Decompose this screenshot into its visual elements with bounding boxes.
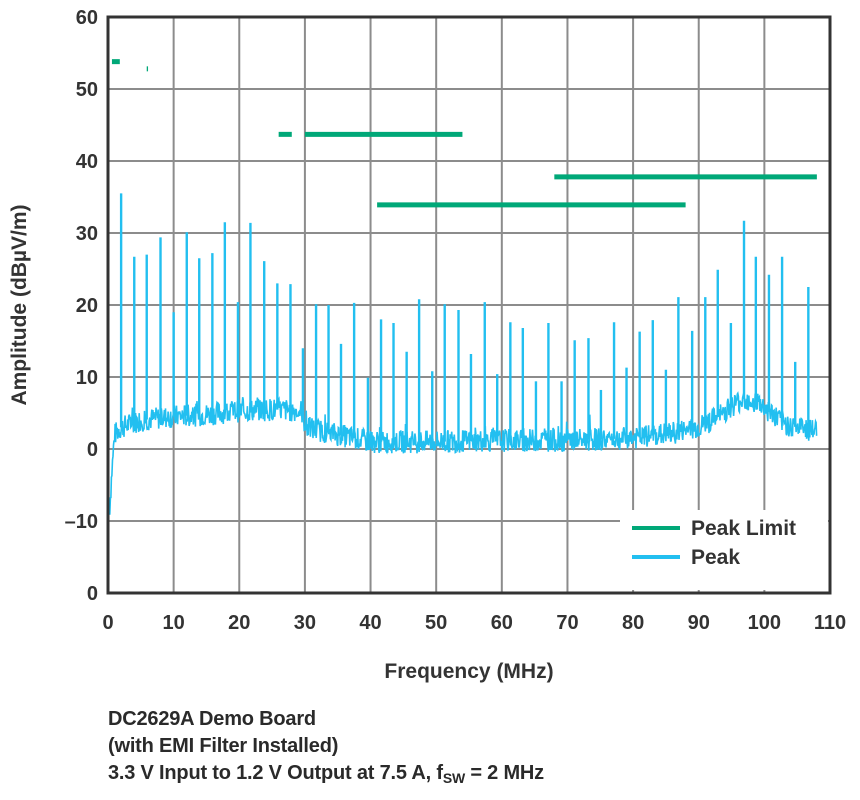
y-axis-label: Amplitude (dBµV/m) bbox=[8, 204, 31, 405]
x-tick-label: 10 bbox=[163, 612, 185, 634]
y-tick-label: 60 bbox=[76, 7, 98, 29]
y-tick-label: 40 bbox=[76, 151, 98, 173]
peak-spikes bbox=[119, 193, 810, 442]
x-tick-label: 40 bbox=[359, 612, 381, 634]
y-tick-label: –10 bbox=[65, 511, 98, 533]
figure-caption: DC2629A Demo Board (with EMI Filter Inst… bbox=[108, 706, 544, 787]
legend-label-peak: Peak bbox=[691, 546, 740, 569]
y-tick-label: 0 bbox=[87, 439, 98, 461]
x-tick-label: 30 bbox=[294, 612, 316, 634]
caption-line-3-main: 3.3 V Input to 1.2 V Output at 7.5 A, f bbox=[108, 762, 443, 784]
y-tick-label: 50 bbox=[76, 79, 98, 101]
x-tick-label: 0 bbox=[102, 612, 113, 634]
x-tick-label: 70 bbox=[556, 612, 578, 634]
legend: Peak Limit Peak bbox=[620, 510, 828, 590]
y-tick-label: 30 bbox=[76, 223, 98, 245]
peak-limit-lines bbox=[111, 59, 817, 208]
x-tick-label: 110 bbox=[814, 612, 846, 634]
x-axis-label: Frequency (MHz) bbox=[384, 660, 553, 683]
x-tick-label: 90 bbox=[688, 612, 710, 634]
peak-noise-trace bbox=[109, 391, 818, 515]
caption-line-1: DC2629A Demo Board bbox=[108, 708, 316, 730]
caption-line-3: 3.3 V Input to 1.2 V Output at 7.5 A, fS… bbox=[108, 760, 544, 787]
y-tick-labels: 60 50 40 30 20 10 0 –10 0 bbox=[65, 7, 98, 605]
legend-box bbox=[620, 510, 828, 590]
y-tick-label: 0 bbox=[87, 583, 98, 605]
legend-label-peak-limit: Peak Limit bbox=[691, 517, 796, 540]
caption-line-3-end: = 2 MHz bbox=[464, 762, 544, 784]
plot-frame bbox=[106, 15, 832, 595]
peak-noise-floor bbox=[109, 391, 818, 515]
x-tick-label: 60 bbox=[491, 612, 513, 634]
x-tick-label: 20 bbox=[228, 612, 250, 634]
x-tick-label: 50 bbox=[425, 612, 447, 634]
x-tick-label: 80 bbox=[622, 612, 644, 634]
x-tick-label: 100 bbox=[748, 612, 781, 634]
grid bbox=[108, 17, 830, 593]
x-tick-labels: 0 10 20 30 40 50 60 70 80 90 100 110 bbox=[102, 612, 846, 634]
y-tick-label: 10 bbox=[76, 367, 98, 389]
caption-line-2: (with EMI Filter Installed) bbox=[108, 735, 339, 757]
y-tick-label: 20 bbox=[76, 295, 98, 317]
caption-line-3-sub: SW bbox=[442, 770, 465, 786]
